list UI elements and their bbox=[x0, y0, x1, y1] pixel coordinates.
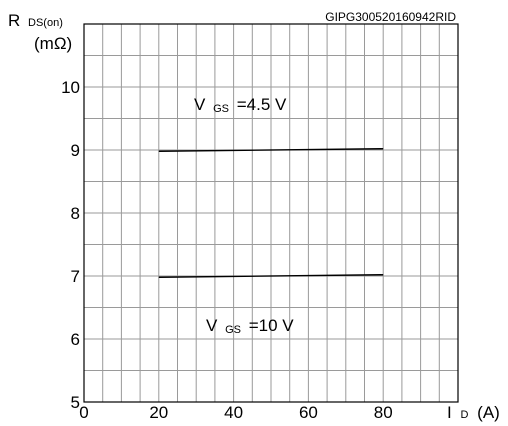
y-tick-label: 9 bbox=[71, 141, 80, 160]
y-tick-label: 7 bbox=[71, 267, 80, 286]
y-axis-label: R DS(on) bbox=[8, 11, 63, 30]
y-axis-label-sub: DS(on) bbox=[28, 17, 63, 29]
x-tick-label: 40 bbox=[224, 403, 243, 422]
series-0-label: V GS =4.5 V bbox=[194, 95, 287, 116]
y-tick-label: 5 bbox=[71, 393, 80, 412]
y-tick-label: 8 bbox=[71, 204, 80, 223]
x-axis-label-sub: D bbox=[460, 409, 468, 421]
series-0-line bbox=[158, 148, 384, 152]
series-1-label-sub: GS bbox=[225, 324, 241, 336]
y-tick-label: 10 bbox=[61, 78, 80, 97]
series-1-label-value: =10 V bbox=[249, 316, 295, 335]
reference-id: GIPG300520160942RID bbox=[325, 10, 456, 24]
y-axis-label-main: R bbox=[8, 11, 20, 30]
plot-frame bbox=[83, 23, 459, 403]
x-tick-label: 20 bbox=[149, 403, 168, 422]
x-tick-label: 80 bbox=[374, 403, 393, 422]
series-0-label-sub: GS bbox=[213, 103, 229, 115]
x-axis-unit: (A) bbox=[477, 403, 500, 422]
series-1-line bbox=[158, 274, 384, 278]
x-tick-label: 60 bbox=[299, 403, 318, 422]
series-0-label-main: V bbox=[194, 95, 206, 114]
x-axis-label-main: I bbox=[447, 403, 452, 422]
grid bbox=[84, 24, 458, 402]
series-layer bbox=[158, 148, 384, 278]
x-tick-label: 0 bbox=[79, 403, 88, 422]
series-1-label-main: V bbox=[206, 316, 218, 335]
tick-labels: 0 20 40 60 80 5 6 7 8 9 10 bbox=[61, 78, 393, 422]
y-tick-label: 6 bbox=[71, 330, 80, 349]
series-1-label: V GS =10 V bbox=[206, 316, 294, 337]
series-0-label-value: =4.5 V bbox=[237, 95, 287, 114]
x-axis-label: I D (A) bbox=[447, 403, 500, 422]
y-axis-unit: (mΩ) bbox=[34, 34, 72, 53]
